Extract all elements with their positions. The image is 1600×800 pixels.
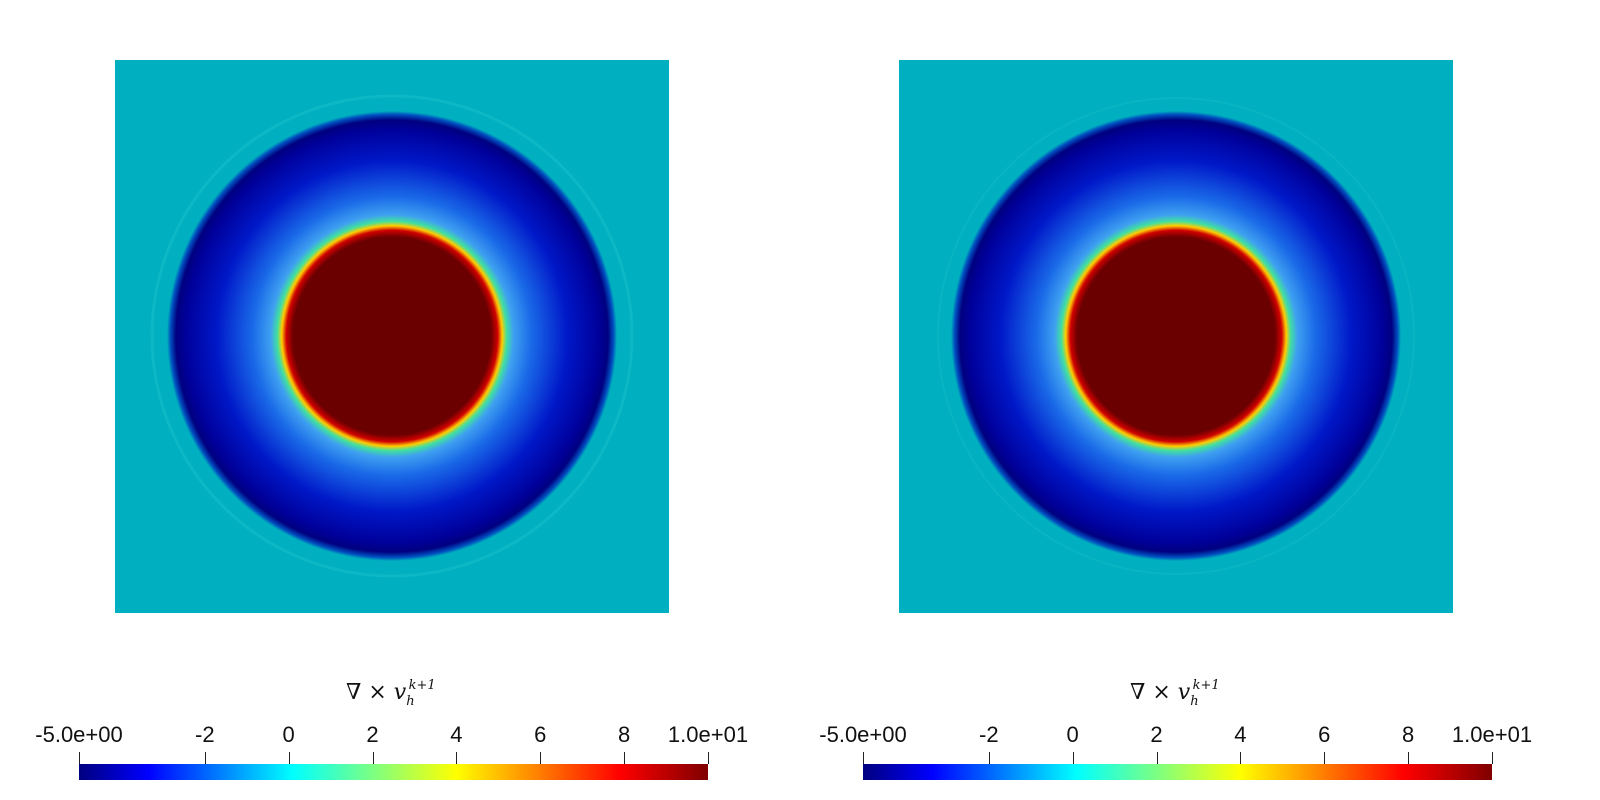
colorbar-tick-label: 8	[1402, 722, 1415, 747]
colorbar-tick-mark	[1157, 752, 1158, 764]
colorbar-left	[79, 764, 708, 780]
colorbar-tick-label: 2	[1150, 722, 1163, 747]
colorbar-tick-label: 1.0e+01	[667, 722, 749, 747]
colorbar-tick-mark	[863, 752, 864, 764]
colorbar-tick-mark	[624, 752, 625, 764]
colorbar-tick-mark	[540, 752, 541, 764]
colorbar-title: ∇ × vhk+1	[346, 678, 436, 709]
colorbar-tick-mark	[456, 752, 457, 764]
colorbar-tick-label: -2	[195, 722, 215, 747]
colorbar-tick-mark	[1324, 752, 1325, 764]
colorbar-tick-label: 0	[282, 722, 295, 747]
colorbar-right	[863, 764, 1492, 780]
colorbar-title: ∇ × vhk+1	[1130, 678, 1220, 709]
vortex-disk	[167, 111, 617, 561]
colorbar-tick-mark	[1240, 752, 1241, 764]
vorticity-field-right	[899, 60, 1453, 613]
colorbar-tick-mark	[79, 752, 80, 764]
colorbar-tick-mark	[708, 752, 709, 764]
colorbar-tick-label: 2	[366, 722, 379, 747]
colorbar-tick-mark	[289, 752, 290, 764]
outer-ripple	[150, 94, 634, 578]
colorbar-tick-mark	[1073, 752, 1074, 764]
vortex-disk	[951, 111, 1401, 561]
colorbar-tick-label: 4	[1234, 722, 1247, 747]
vorticity-field-left	[115, 60, 669, 613]
colorbar-tick-mark	[1492, 752, 1493, 764]
colorbar-tick-label: 1.0e+01	[1451, 722, 1533, 747]
colorbar-tick-label: 4	[450, 722, 463, 747]
colorbar-tick-label: 8	[618, 722, 631, 747]
colorbar-tick-mark	[205, 752, 206, 764]
colorbar-tick-label: -5.0e+00	[35, 722, 123, 747]
colorbar-tick-label: -5.0e+00	[819, 722, 907, 747]
colorbar-tick-mark	[1408, 752, 1409, 764]
colorbar-tick-label: 0	[1066, 722, 1079, 747]
colorbar-tick-label: 6	[534, 722, 547, 747]
outer-ripple	[937, 97, 1415, 575]
colorbar-tick-mark	[989, 752, 990, 764]
colorbar-tick-mark	[373, 752, 374, 764]
left-panel: ∇ × vhk+1 -5.0e+00 -2 0 2 4 6 8 1.0e+01	[35, 60, 749, 780]
right-panel: ∇ × vhk+1 -5.0e+00 -2 0 2 4 6 8 1.0e+01	[784, 0, 1584, 800]
colorbar-tick-label: 6	[1318, 722, 1331, 747]
colorbar-tick-label: -2	[979, 722, 999, 747]
